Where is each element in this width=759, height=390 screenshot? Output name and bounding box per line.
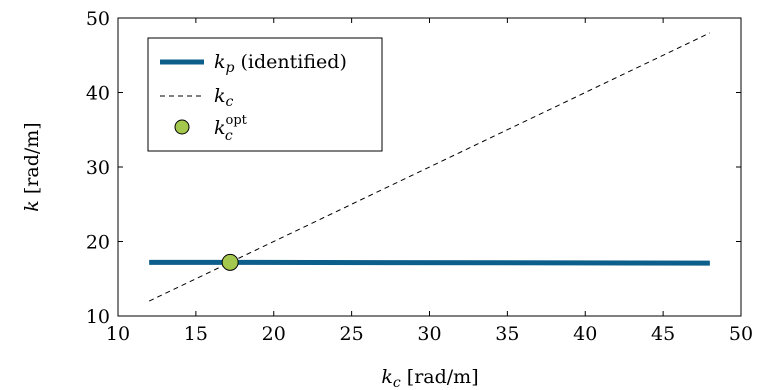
x-tick-label: 10 (106, 323, 130, 345)
axis-ticks: 10 15 20 25 30 35 40 45 50 10 20 30 40 50 (86, 8, 753, 345)
x-tick-label: 25 (340, 323, 364, 345)
x-tick-label: 50 (729, 323, 753, 345)
kc-line (148, 32, 711, 302)
x-tick-label: 40 (573, 323, 597, 345)
x-tick-label: 30 (417, 323, 441, 345)
kc-opt-point (221, 253, 239, 271)
x-tick-label: 45 (651, 323, 675, 345)
x-tick-label: 15 (184, 323, 208, 345)
x-axis-label: kc [rad/m] (381, 366, 478, 390)
legend: kp (identified) kc kopt c (147, 37, 383, 152)
legend-label-kc-opt: kopt c (214, 113, 248, 144)
y-tick-label: 30 (86, 157, 110, 179)
series-layer (148, 32, 711, 302)
legend-label-kp: kp (identified) (214, 51, 347, 76)
y-tick-label: 10 (86, 306, 110, 328)
x-tick-label: 20 (262, 323, 286, 345)
x-tick-label: 35 (495, 323, 519, 345)
y-axis-label: k [rad/m] (21, 122, 43, 211)
legend-label-kc: kc (214, 85, 234, 110)
legend-swatch-kc-opt (174, 119, 190, 135)
y-tick-label: 50 (86, 8, 110, 30)
y-tick-label: 20 (86, 232, 110, 254)
y-tick-label: 40 (86, 83, 110, 105)
